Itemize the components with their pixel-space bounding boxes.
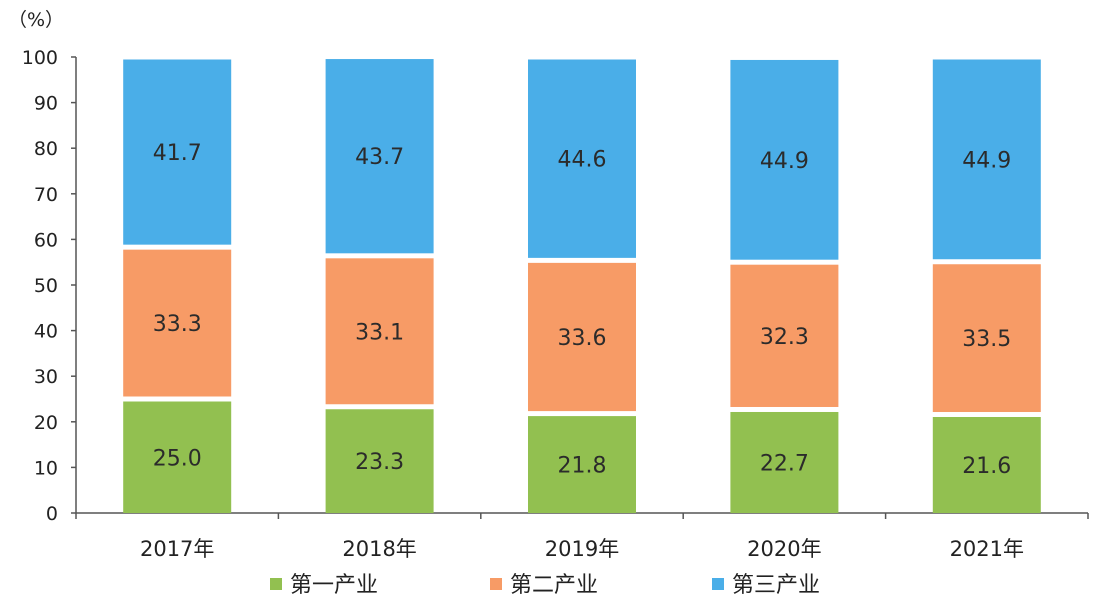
y-tick-label: 80 (34, 138, 58, 160)
legend-swatch (270, 578, 282, 590)
bar-value-label: 44.9 (962, 148, 1011, 173)
y-tick-label: 50 (34, 275, 58, 297)
bar-segment (528, 59, 636, 258)
y-tick-label: 20 (34, 412, 58, 434)
bar-segment (730, 411, 839, 513)
bar-segment (325, 409, 434, 513)
bar-value-label: 21.6 (962, 454, 1011, 479)
bar-value-label: 32.3 (760, 325, 809, 350)
x-category-label: 2019年 (545, 537, 619, 561)
legend-swatch (490, 578, 502, 590)
bar-value-label: 33.3 (153, 312, 202, 337)
y-axis-unit-label: （%） (8, 9, 64, 31)
x-axis: 2017年 2018年 2019年 2020年 2021年 (75, 512, 1089, 561)
bar-segment (932, 59, 1041, 260)
legend-label: 第一产业 (290, 573, 378, 598)
bar-segment (932, 264, 1041, 413)
y-tick-label: 40 (34, 321, 58, 343)
bar-value-label: 23.3 (355, 450, 404, 475)
bar-segment (123, 401, 232, 513)
y-tick-label: 70 (34, 184, 58, 206)
y-axis: 0 10 20 30 40 50 60 70 80 90 100 (22, 47, 77, 525)
bars: 25.0 33.3 41.7 23.3 33.1 43.7 21.8 33.6 44.6 22.7… (123, 59, 1041, 513)
y-tick-label: 30 (34, 366, 58, 388)
bar-value-label: 22.7 (760, 451, 809, 476)
y-tick-label: 10 (34, 457, 58, 479)
bar-segment (123, 249, 232, 397)
x-category-label: 2021年 (950, 537, 1024, 561)
bar-value-label: 33.6 (558, 326, 607, 351)
bar-segment (730, 59, 839, 260)
bar-value-label: 25.0 (153, 446, 202, 471)
bar-segment (528, 416, 636, 513)
bar-segment (528, 262, 636, 412)
legend: 第一产业 第二产业 第三产业 (270, 573, 820, 598)
x-category-label: 2018年 (342, 537, 416, 561)
bar-segment (123, 59, 232, 245)
bar-value-label: 41.7 (153, 141, 202, 166)
x-category-label: 2020年 (747, 537, 821, 561)
y-tick-label: 100 (22, 47, 58, 69)
x-category-label: 2017年 (140, 537, 214, 561)
legend-label: 第三产业 (732, 573, 820, 598)
bar-value-label: 33.5 (962, 327, 1011, 352)
bar-value-label: 21.8 (558, 454, 607, 479)
bar-segment (730, 264, 839, 407)
y-tick-label: 60 (34, 229, 58, 251)
legend-swatch (712, 578, 724, 590)
bar-segment (325, 258, 434, 405)
bar-segment (932, 417, 1041, 513)
bar-value-label: 44.9 (760, 149, 809, 174)
y-tick-label: 90 (34, 93, 58, 115)
bar-value-label: 43.7 (355, 145, 404, 170)
y-tick-label: 0 (46, 503, 58, 525)
bar-segment (325, 59, 434, 254)
bar-value-label: 33.1 (355, 320, 404, 345)
bar-value-label: 44.6 (558, 148, 607, 173)
legend-label: 第二产业 (510, 573, 598, 598)
